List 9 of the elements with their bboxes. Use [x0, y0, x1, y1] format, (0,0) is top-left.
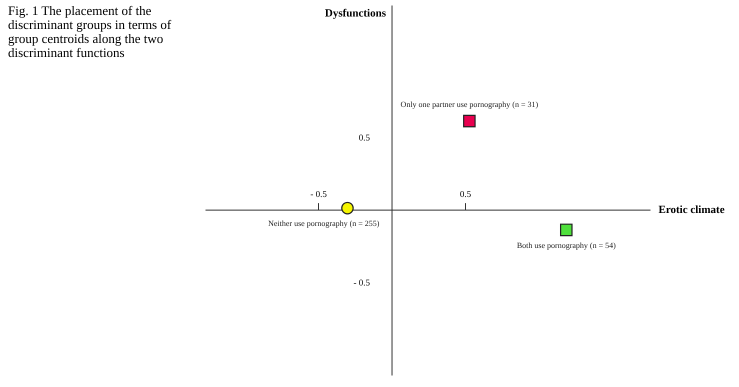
point [341, 202, 354, 214]
point [560, 224, 573, 236]
text: Neither use pornography (n = 255) [268, 219, 380, 228]
series-label: Both use pornography (n = 54) [516, 240, 616, 250]
series-label: Only one partner use pornography (n = 31) [400, 100, 538, 110]
y-axis-title: Dysfunctions [324, 8, 387, 20]
x-axis-title: Erotic climate [658, 204, 725, 216]
point [463, 114, 476, 128]
text: Fig. 1 The placement of the discriminant groups in terms of group centroids along the two discriminant functions [8, 3, 172, 60]
